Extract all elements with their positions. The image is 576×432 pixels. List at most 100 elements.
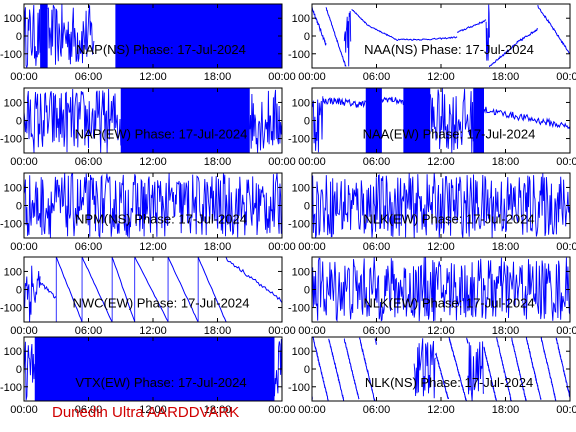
y-tick-label: 0: [16, 31, 22, 43]
series-line: [312, 257, 570, 322]
x-tick-label: 18:00: [492, 404, 520, 416]
series-line: [24, 265, 41, 322]
y-tick-label: 100: [4, 266, 22, 278]
panel-1: 00:00 06:00 12:00 18:00 00:00 100 0 -100 NAP(NS)…: [0, 3, 296, 83]
series-line: [312, 337, 377, 401]
y-tick-label: 0: [304, 116, 310, 128]
series-fill: [473, 88, 484, 153]
y-tick-label: -100: [0, 134, 22, 146]
panel-label: NLK(EW) Phase: 17-Jul-2024: [363, 296, 534, 311]
y-tick-label: 100: [292, 182, 310, 194]
panel-label: NAA(NS) Phase: 17-Jul-2024: [364, 42, 534, 57]
y-tick-label: 100: [4, 346, 22, 358]
series-line: [326, 4, 346, 66]
y-tick-label: 100: [292, 346, 310, 358]
x-tick-label: 18:00: [204, 156, 232, 168]
y-tick-label: 100: [4, 182, 22, 194]
panel-label: VTX(EW) Phase: 17-Jul-2024: [75, 375, 246, 390]
x-tick-label: 06:00: [75, 71, 103, 83]
x-tick-label: 00:00: [298, 404, 326, 416]
series-line: [24, 88, 122, 153]
x-tick-label: 00:00: [556, 325, 576, 337]
y-tick-label: 100: [4, 13, 22, 25]
x-tick-label: 00:00: [268, 404, 296, 416]
series-line: [483, 106, 570, 130]
x-tick-label: 18:00: [204, 404, 232, 416]
x-tick-label: 12:00: [427, 71, 455, 83]
series-line: [312, 173, 570, 238]
plot-area: [312, 173, 570, 238]
panel-6: 00:00 06:00 12:00 18:00 00:00 100 0 -100 NLK(EW)…: [288, 172, 576, 253]
series-line: [24, 341, 36, 401]
series-line: [312, 6, 327, 46]
x-tick-label: 00:00: [556, 241, 576, 253]
x-tick-label: 06:00: [75, 325, 103, 337]
x-tick-label: 18:00: [492, 325, 520, 337]
y-tick-label: 0: [16, 116, 22, 128]
y-tick-label: -100: [288, 382, 310, 394]
y-tick-label: 0: [304, 201, 310, 213]
x-tick-label: 06:00: [75, 156, 103, 168]
x-tick-label: 12:00: [139, 241, 167, 253]
panel-5: 00:00 06:00 12:00 18:00 00:00 100 0 -100 NPM(NS)…: [0, 172, 296, 253]
series-line: [225, 257, 282, 303]
y-tick-label: -100: [0, 382, 22, 394]
series-line: [367, 24, 399, 41]
y-tick-label: 0: [304, 285, 310, 297]
series-fill: [40, 4, 48, 68]
y-tick-label: 100: [292, 97, 310, 109]
x-tick-label: 06:00: [363, 404, 391, 416]
x-tick-label: 06:00: [75, 241, 103, 253]
x-tick-label: 12:00: [427, 404, 455, 416]
x-tick-label: 12:00: [139, 325, 167, 337]
x-tick-label: 12:00: [139, 404, 167, 416]
series-line: [351, 8, 368, 26]
series-line: [24, 4, 41, 68]
series-line: [456, 19, 487, 33]
series-line: [81, 257, 113, 322]
x-tick-label: 00:00: [268, 156, 296, 168]
plot-area: [312, 257, 570, 322]
series-fill: [120, 88, 250, 153]
panel-3: 00:00 06:00 12:00 18:00 00:00 100 0 -100 NAP(EW)…: [0, 87, 296, 168]
x-tick-label: 18:00: [204, 325, 232, 337]
panel-9: 00:00 06:00 12:00 18:00 00:00 100 0 -100 VTX(EW)…: [0, 336, 296, 416]
footer-label: Dunedin Ultra AARDDVARK: [52, 404, 240, 421]
series-line: [47, 4, 95, 65]
y-tick-label: -100: [0, 303, 22, 315]
x-tick-label: 06:00: [363, 325, 391, 337]
x-tick-label: 00:00: [10, 404, 38, 416]
x-tick-label: 12:00: [427, 241, 455, 253]
series-line: [167, 257, 199, 322]
panel-label: NWC(EW) Phase: 17-Jul-2024: [73, 296, 250, 311]
x-tick-label: 00:00: [268, 241, 296, 253]
x-tick-label: 00:00: [10, 325, 38, 337]
series-line: [249, 89, 282, 153]
x-tick-label: 00:00: [298, 156, 326, 168]
plot-area: [24, 4, 282, 68]
panel-4: 00:00 06:00 12:00 18:00 00:00 100 0 -100 NAA(EW)…: [288, 87, 576, 168]
series-fill: [115, 4, 282, 68]
y-tick-label: -100: [288, 49, 310, 61]
y-tick-label: 100: [292, 13, 310, 25]
series-line: [343, 11, 352, 67]
series-line: [485, 4, 490, 61]
series-line: [39, 281, 57, 299]
panel-label: NLK(NS) Phase: 17-Jul-2024: [365, 375, 533, 390]
series-line: [274, 338, 282, 397]
x-tick-label: 12:00: [427, 156, 455, 168]
x-tick-label: 18:00: [204, 71, 232, 83]
panel-label: NLK(EW) Phase: 17-Jul-2024: [363, 212, 534, 227]
x-tick-label: 00:00: [268, 71, 296, 83]
y-tick-label: 100: [292, 266, 310, 278]
panel-7: 00:00 06:00 12:00 18:00 00:00 100 0 -100 NWC(EW)…: [0, 256, 296, 337]
series-line: [397, 36, 458, 41]
plot-area: [312, 88, 570, 153]
series-line: [429, 88, 474, 153]
series-line: [515, 27, 539, 45]
y-tick-label: 0: [16, 201, 22, 213]
series-fill: [403, 88, 431, 153]
plot-area: [312, 4, 570, 67]
series-line: [111, 257, 136, 322]
y-tick-label: -100: [0, 219, 22, 231]
